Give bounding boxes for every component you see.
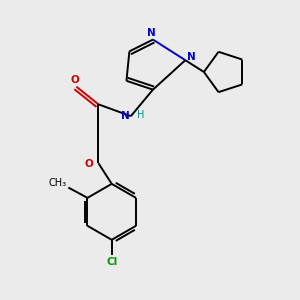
Text: O: O [70,75,79,85]
Text: CH₃: CH₃ [49,178,67,188]
Text: N: N [121,111,130,121]
Text: N: N [188,52,196,62]
Text: N: N [147,28,156,38]
Text: O: O [85,159,93,169]
Text: Cl: Cl [106,257,117,267]
Text: H: H [136,110,144,120]
